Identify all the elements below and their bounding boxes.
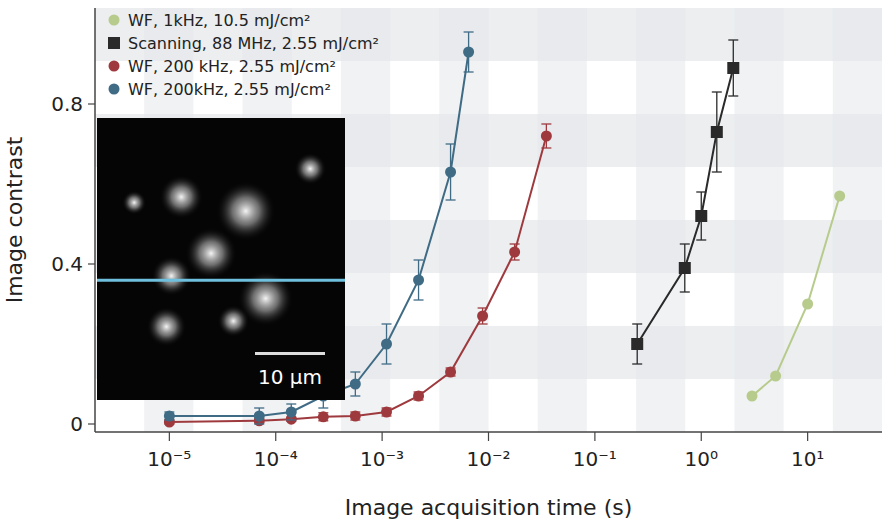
legend-marker: [109, 61, 120, 72]
data-point: [413, 275, 424, 286]
inset-spot: [122, 191, 146, 215]
y-tick: [88, 423, 95, 424]
band: [538, 8, 587, 432]
x-tick: [169, 432, 170, 441]
x-tick: [701, 432, 702, 441]
x-tick-label: 10⁻⁴: [254, 447, 298, 471]
x-tick-label: 10⁻³: [360, 447, 404, 471]
y-tick-label: 0.8: [51, 92, 83, 116]
data-point: [381, 407, 392, 418]
inset-line-profile: [97, 279, 345, 282]
y-tick-label: 0: [70, 412, 83, 436]
inset-spot: [159, 175, 203, 219]
error-bar: [680, 244, 690, 292]
y-axis-title: Image contrast: [2, 136, 27, 303]
legend-marker: [108, 37, 120, 49]
inset-spot: [146, 307, 186, 347]
band: [734, 8, 783, 432]
series-line: [752, 196, 840, 396]
x-tick: [382, 432, 383, 441]
legend-marker: [109, 84, 120, 95]
inset-spot: [185, 227, 237, 279]
error-bar: [541, 124, 551, 148]
x-axis-title: Image acquisition time (s): [345, 495, 633, 520]
data-point: [695, 210, 707, 222]
inset-image: 10 µm: [97, 118, 345, 400]
x-tick: [488, 432, 489, 441]
inset-spot: [294, 153, 326, 185]
data-point: [445, 167, 456, 178]
x-tick: [807, 432, 808, 441]
data-point: [350, 379, 361, 390]
data-point: [318, 411, 329, 422]
data-point: [541, 131, 552, 142]
inset-spot: [151, 256, 191, 296]
band: [833, 8, 882, 432]
band: [439, 8, 488, 432]
data-point: [679, 262, 691, 274]
error-bar: [464, 32, 474, 72]
data-point: [350, 411, 361, 422]
legend-marker: [109, 15, 120, 26]
x-tick-label: 10⁻¹: [573, 447, 617, 471]
data-point: [834, 191, 845, 202]
inset-spot: [217, 305, 249, 337]
data-point: [727, 62, 739, 74]
data-point: [254, 411, 265, 422]
error-bar: [446, 144, 456, 200]
y-axis: [94, 8, 96, 432]
data-point: [770, 371, 781, 382]
data-point: [747, 391, 758, 402]
x-tick: [275, 432, 276, 441]
data-point: [631, 338, 643, 350]
x-tick-label: 10⁻²: [466, 447, 510, 471]
error-bar: [382, 324, 392, 364]
error-bar: [728, 40, 738, 96]
x-tick-label: 10⁻⁵: [147, 447, 191, 471]
data-point: [381, 339, 392, 350]
error-bar: [712, 92, 722, 172]
error-bar: [414, 260, 424, 300]
series-line: [637, 68, 733, 344]
legend-label: WF, 200kHz, 2.55 mJ/cm²: [128, 80, 331, 99]
legend: WF, 1kHz, 10.5 mJ/cm² Scanning, 88 MHz, 2…: [108, 11, 379, 99]
data-point: [509, 247, 520, 258]
data-point: [445, 367, 456, 378]
inset-background: [97, 118, 345, 400]
data-point: [711, 126, 723, 138]
data-point: [463, 47, 474, 58]
band: [636, 8, 685, 432]
data-point: [477, 311, 488, 322]
x-tick-label: 10⁰: [685, 447, 718, 471]
data-point: [802, 299, 813, 310]
x-tick-label: 10¹: [791, 447, 824, 471]
data-point: [413, 391, 424, 402]
y-tick: [88, 263, 95, 264]
y-tick-label: 0.4: [51, 252, 83, 276]
data-point: [286, 407, 297, 418]
scale-bar-label: 10 µm: [258, 365, 322, 389]
error-bar: [286, 404, 296, 420]
x-tick: [594, 432, 595, 441]
y-tick: [88, 103, 95, 104]
error-bar: [510, 244, 520, 260]
legend-label: WF, 1kHz, 10.5 mJ/cm²: [128, 11, 310, 30]
error-bar: [478, 308, 488, 324]
scale-bar: [255, 352, 325, 355]
error-bar: [632, 324, 642, 364]
legend-label: WF, 200 kHz, 2.55 mJ/cm²: [128, 57, 336, 76]
legend-label: Scanning, 88 MHz, 2.55 mJ/cm²: [128, 34, 379, 53]
data-point: [164, 411, 175, 422]
error-bar: [254, 408, 264, 424]
band: [341, 8, 390, 432]
background-bands: [95, 8, 882, 432]
error-bar: [350, 372, 360, 396]
chart: 10⁻⁵ 10⁻⁴ 10⁻³ 10⁻² 10⁻¹ 10⁰ 10¹ 0 0.4 0.8 Image a…: [0, 0, 891, 529]
error-bar: [696, 192, 706, 240]
